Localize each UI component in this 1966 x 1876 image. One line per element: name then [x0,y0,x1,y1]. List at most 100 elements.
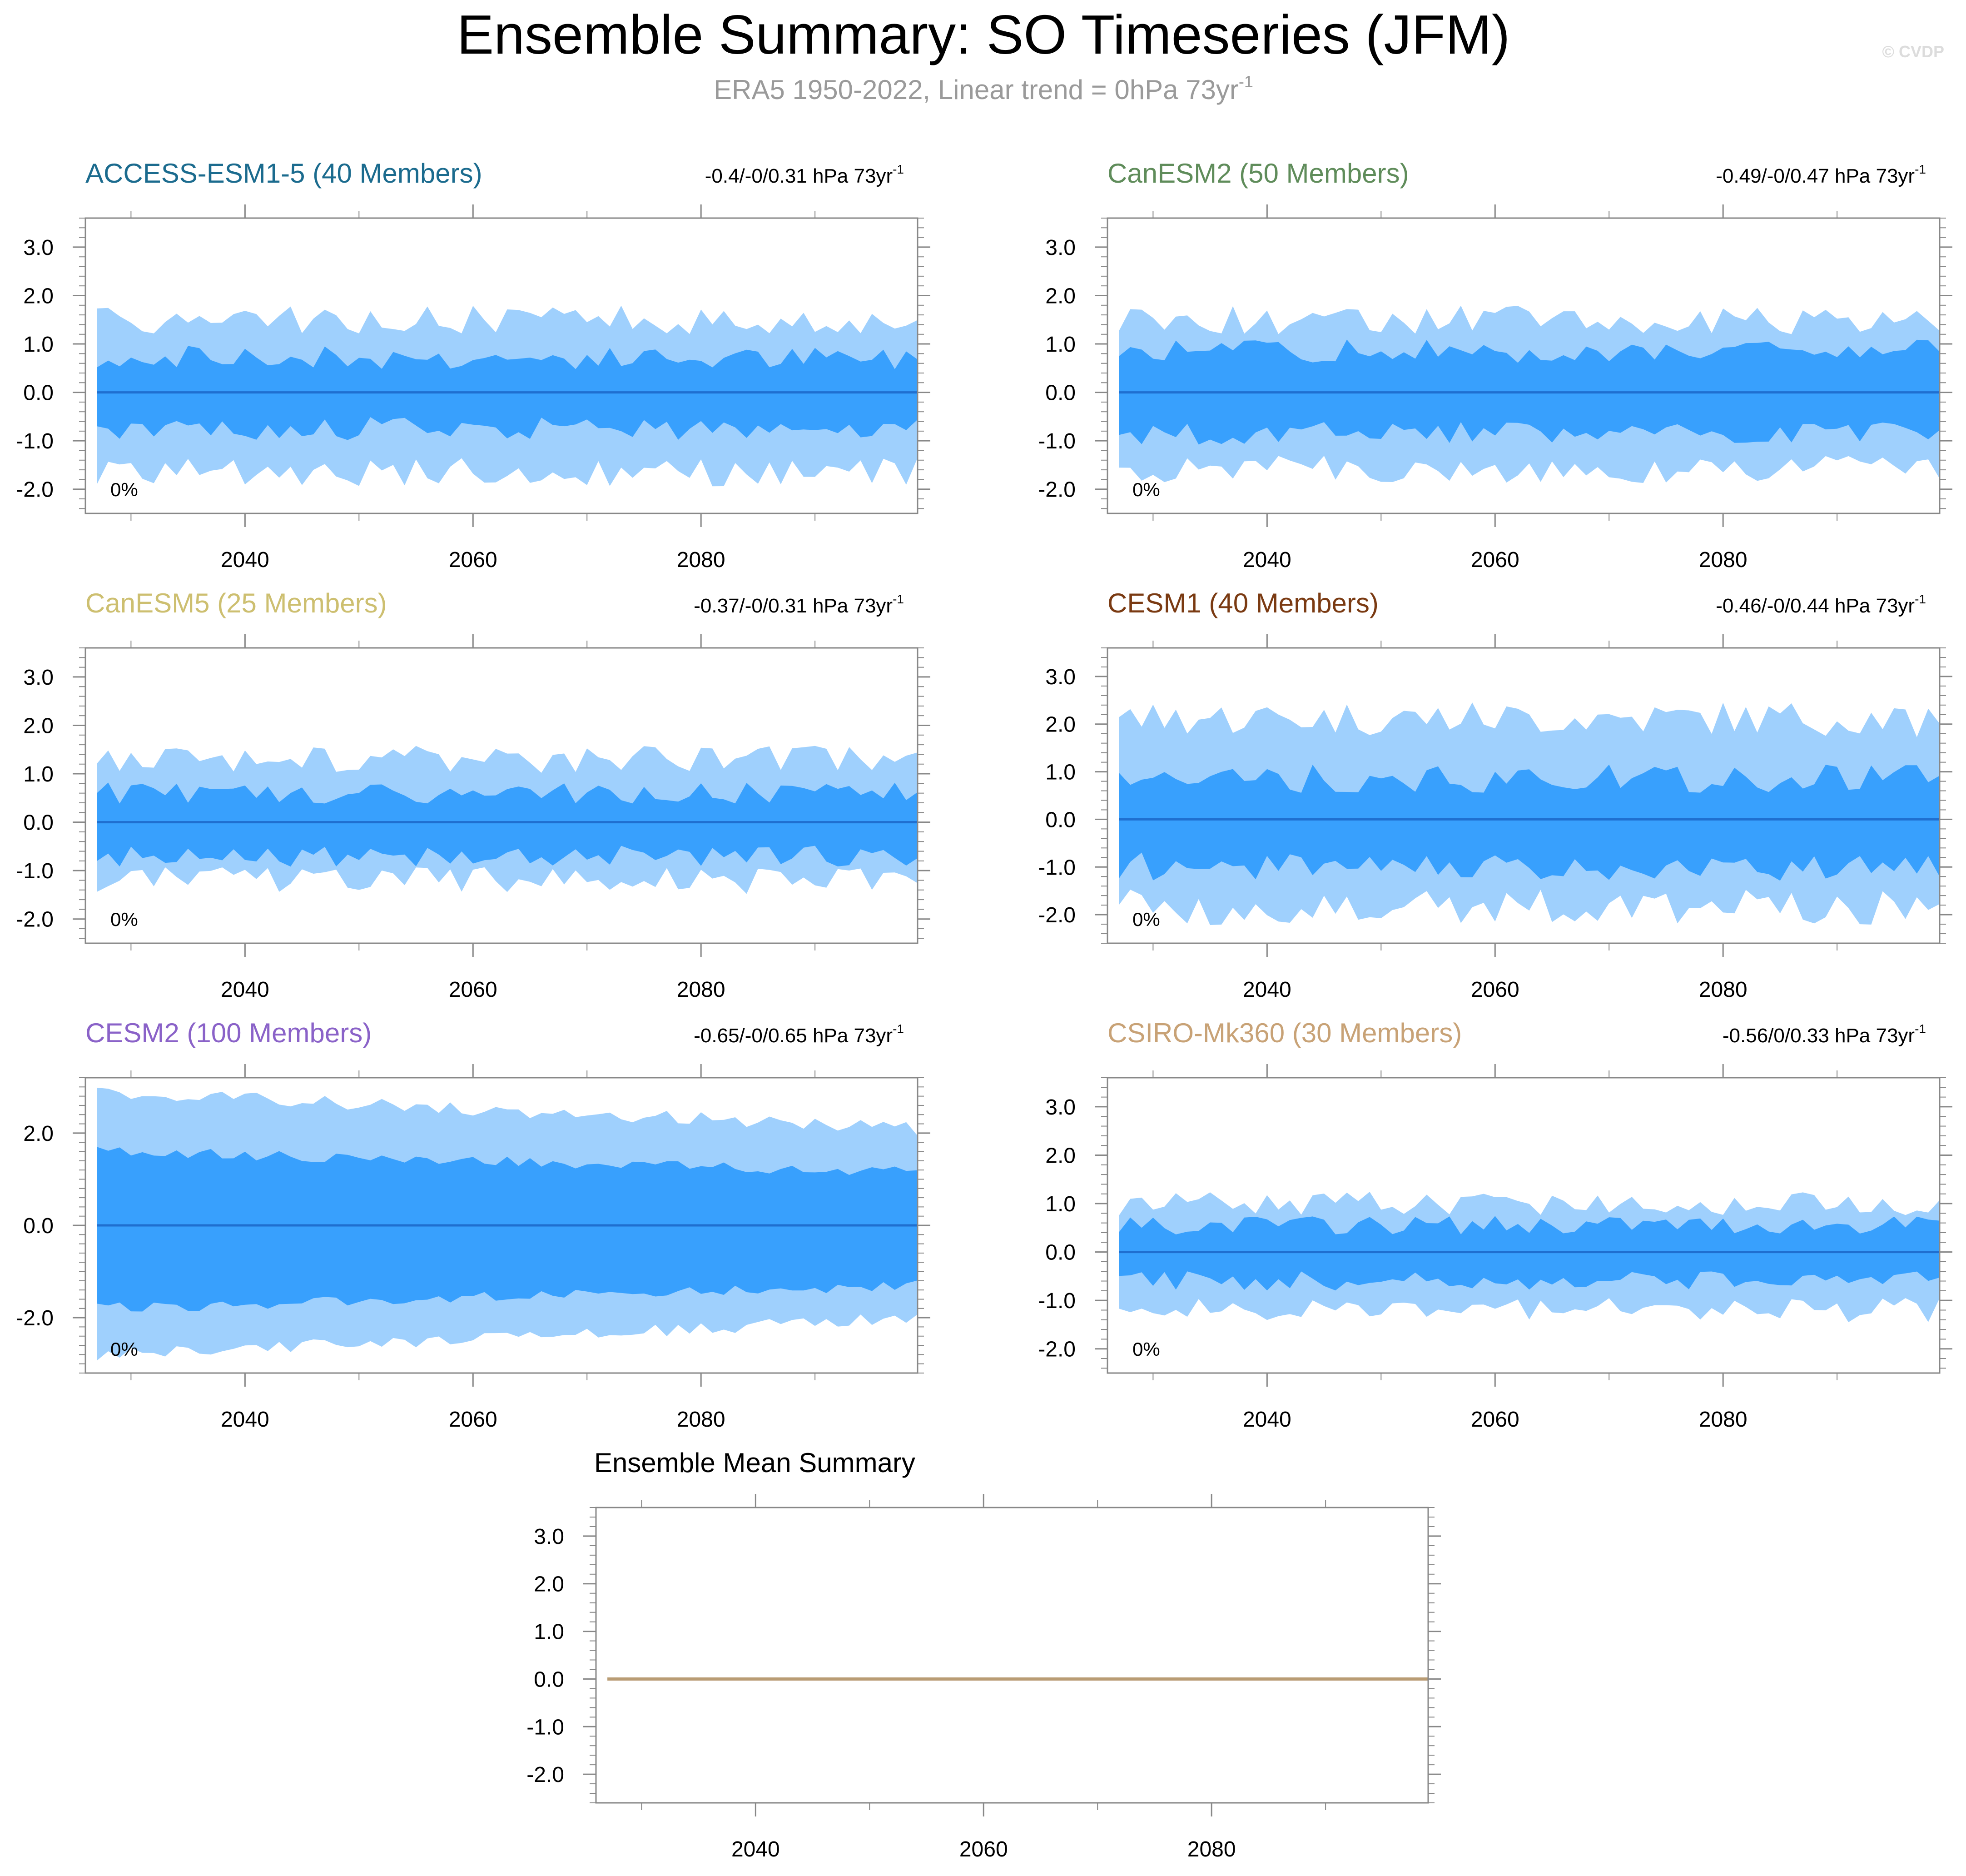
panel-title: CESM1 (40 Members) [1107,588,1379,618]
inner-spread-band [97,782,918,867]
y-tick-label: 2.0 [1045,713,1076,737]
y-tick-label: 3.0 [1045,665,1076,689]
y-tick-label: 3.0 [1045,1095,1076,1120]
y-tick-label: 0.0 [1045,808,1076,832]
figure-subtitle: ERA5 1950-2022, Linear trend = 0hPa 73yr… [714,72,1253,105]
watermark: © CVDP [1882,42,1944,61]
x-tick-label: 2040 [731,1837,780,1861]
x-tick-label: 2080 [1699,1408,1748,1432]
y-tick-label: 3.0 [534,1525,564,1549]
x-tick-label: 2060 [1471,1408,1519,1432]
trend-sup: -1 [893,162,904,176]
trend-sup: -1 [893,592,904,606]
x-tick-label: 2060 [1471,548,1519,572]
y-tick-label: 3.0 [23,236,54,260]
y-tick-label: 2.0 [1045,284,1076,308]
trend-sup: -1 [1915,162,1926,176]
trend-label: -0.37/-0/0.31 hPa 73yr-1 [694,592,904,617]
y-tick-label: 0.0 [23,811,54,835]
y-tick-label: 0.0 [23,1214,54,1238]
x-tick-label: 2060 [449,548,497,572]
y-tick-label: 2.0 [1045,1144,1076,1168]
trend-label: -0.4/-0/0.31 hPa 73yr-1 [705,162,904,187]
panel-title: Ensemble Mean Summary [594,1448,915,1478]
y-tick-label: -2.0 [1038,478,1076,502]
trend-sup: -1 [893,1022,904,1036]
y-tick-label: -2.0 [16,1306,54,1330]
x-tick-label: 2040 [1243,978,1291,1002]
plot-frame [84,647,918,944]
y-tick-label: 1.0 [23,762,54,786]
subtitle-sup: -1 [1239,72,1253,91]
x-tick-label: 2080 [1699,548,1748,572]
plot-frame [1107,1077,1941,1374]
plot-frame [1107,217,1941,514]
panel-4: CESM1 (40 Members) -0.46/-0/0.44 hPa 73yr… [1038,588,1952,1002]
trend-label: -0.65/-0/0.65 hPa 73yr-1 [694,1022,904,1047]
y-tick-label: -2.0 [1038,1338,1076,1362]
y-tick-label: 0.0 [1045,381,1076,405]
x-tick-label: 2040 [1243,1408,1291,1432]
x-tick-label: 2060 [959,1837,1008,1861]
y-tick-label: 0.0 [23,381,54,405]
y-tick-label: -1.0 [1038,1289,1076,1313]
trend-value: -0.65/-0/0.65 hPa 73yr [694,1025,893,1047]
trend-value: -0.37/-0/0.31 hPa 73yr [694,595,893,617]
x-tick-label: 2040 [221,1408,269,1432]
y-tick-label: 2.0 [23,714,54,738]
y-tick-label: -1.0 [16,429,54,453]
y-tick-label: -2.0 [16,478,54,502]
y-tick-label: 1.0 [23,333,54,357]
subtitle-main: ERA5 1950-2022, Linear trend = 0hPa 73yr [714,75,1239,105]
y-tick-label: 3.0 [1045,236,1076,260]
panel-2: CanESM2 (50 Members) -0.49/-0/0.47 hPa 73… [1038,158,1952,572]
trend-label: -0.56/0/0.33 hPa 73yr-1 [1723,1022,1926,1047]
y-tick-label: -2.0 [526,1763,564,1787]
inner-spread-band [1119,1216,1940,1291]
x-tick-label: 2040 [221,548,269,572]
trend-sup: -1 [1915,592,1926,606]
trend-value: -0.56/0/0.33 hPa 73yr [1723,1025,1915,1047]
y-tick-label: 3.0 [23,666,54,690]
x-tick-label: 2080 [677,548,725,572]
trend-label: -0.46/-0/0.44 hPa 73yr-1 [1716,592,1926,617]
panel-title: CESM2 (100 Members) [85,1018,372,1048]
y-tick-label: 2.0 [534,1572,564,1597]
trend-value: -0.4/-0/0.31 hPa 73yr [705,165,893,187]
panel-6: CSIRO-Mk360 (30 Members) -0.56/0/0.33 hPa… [1038,1018,1952,1432]
trend-value: -0.46/-0/0.44 hPa 73yr [1716,595,1915,617]
x-tick-label: 2080 [677,978,725,1002]
x-tick-label: 2060 [449,978,497,1002]
percent-label: 0% [1132,909,1160,930]
percent-label: 0% [110,1339,138,1360]
trend-label: -0.49/-0/0.47 hPa 73yr-1 [1716,162,1926,187]
panel-7: Ensemble Mean Summary 3.0 2.0 1.0 0.0 -1.0 -2.… [526,1448,1441,1861]
percent-label: 0% [110,479,138,500]
y-tick-label: 1.0 [1045,1192,1076,1216]
x-tick-label: 2040 [221,978,269,1002]
panel-title: CanESM2 (50 Members) [1107,158,1409,189]
x-tick-label: 2080 [677,1408,725,1432]
y-tick-label: 2.0 [23,284,54,308]
percent-label: 0% [1132,1339,1160,1360]
y-tick-label: -1.0 [16,859,54,883]
y-tick-label: 0.0 [534,1667,564,1692]
percent-label: 0% [1132,479,1160,500]
trend-sup: -1 [1915,1022,1926,1036]
y-tick-label: 1.0 [534,1620,564,1644]
y-tick-label: -2.0 [16,908,54,932]
inner-spread-band [1119,764,1940,881]
y-tick-label: -2.0 [1038,903,1076,927]
y-tick-label: -1.0 [526,1715,564,1739]
plot-frame [84,217,918,514]
x-tick-label: 2060 [1471,978,1519,1002]
panel-5: CESM2 (100 Members) -0.65/-0/0.65 hPa 73y… [16,1018,930,1432]
plot-frame [595,1507,1429,1804]
x-tick-label: 2080 [1187,1837,1236,1861]
x-tick-label: 2060 [449,1408,497,1432]
trend-value: -0.49/-0/0.47 hPa 73yr [1716,165,1915,187]
panel-title: CanESM5 (25 Members) [85,588,387,618]
panel-1: ACCESS-ESM1-5 (40 Members) -0.4/-0/0.31 h… [16,158,930,572]
figure-title: Ensemble Summary: SO Timeseries (JFM) [457,4,1510,65]
